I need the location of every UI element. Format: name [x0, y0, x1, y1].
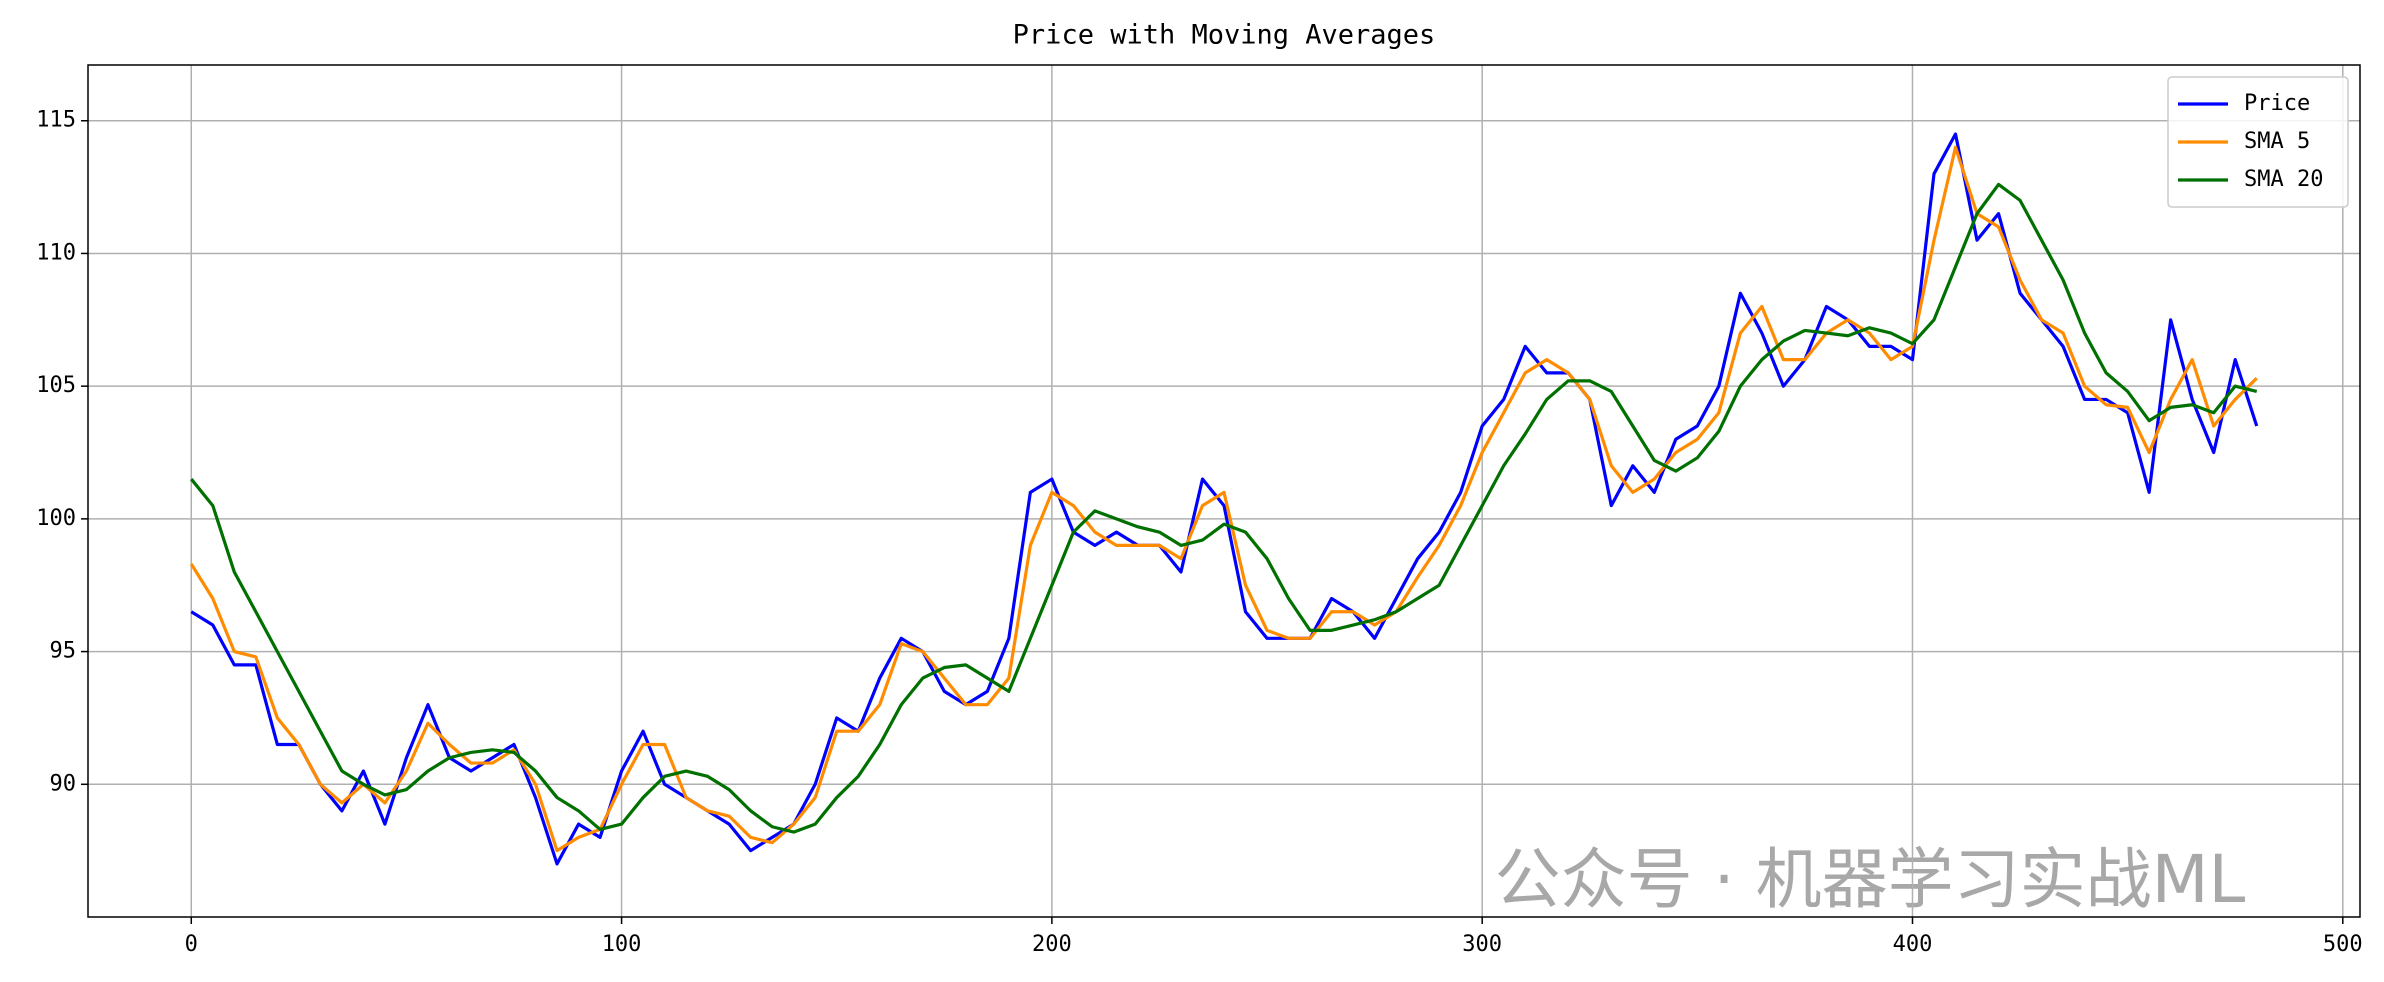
x-tick-label: 0 [185, 932, 198, 957]
x-tick-label: 400 [1893, 932, 1933, 957]
legend: Price SMA 5 SMA 20 [2167, 76, 2349, 208]
x-tick-label: 100 [602, 932, 642, 957]
x-tick-label: 200 [1032, 932, 1072, 957]
x-tick-label: 500 [2323, 932, 2363, 957]
y-tick-label: 105 [36, 373, 76, 398]
series-line [189, 145, 2258, 853]
series-line [190, 132, 2259, 866]
legend-box [2167, 76, 2349, 208]
y-tick-label: 115 [36, 108, 76, 133]
y-tick-label: 110 [36, 240, 76, 265]
plot-frame [87, 64, 2361, 918]
x-tick-label: 300 [1462, 932, 1502, 957]
y-tick-label: 95 [50, 639, 77, 664]
watermark: 公众号 · 机器学习实战ML [1495, 841, 2246, 918]
y-tick-label: 90 [50, 771, 77, 796]
legend-label: SMA 20 [2244, 167, 2323, 192]
chart-title: Price with Moving Averages [1013, 20, 1436, 51]
legend-label: Price [2244, 91, 2310, 116]
legend-label: SMA 5 [2244, 129, 2310, 154]
y-tick-label: 100 [36, 506, 76, 531]
series-line [190, 182, 2258, 834]
